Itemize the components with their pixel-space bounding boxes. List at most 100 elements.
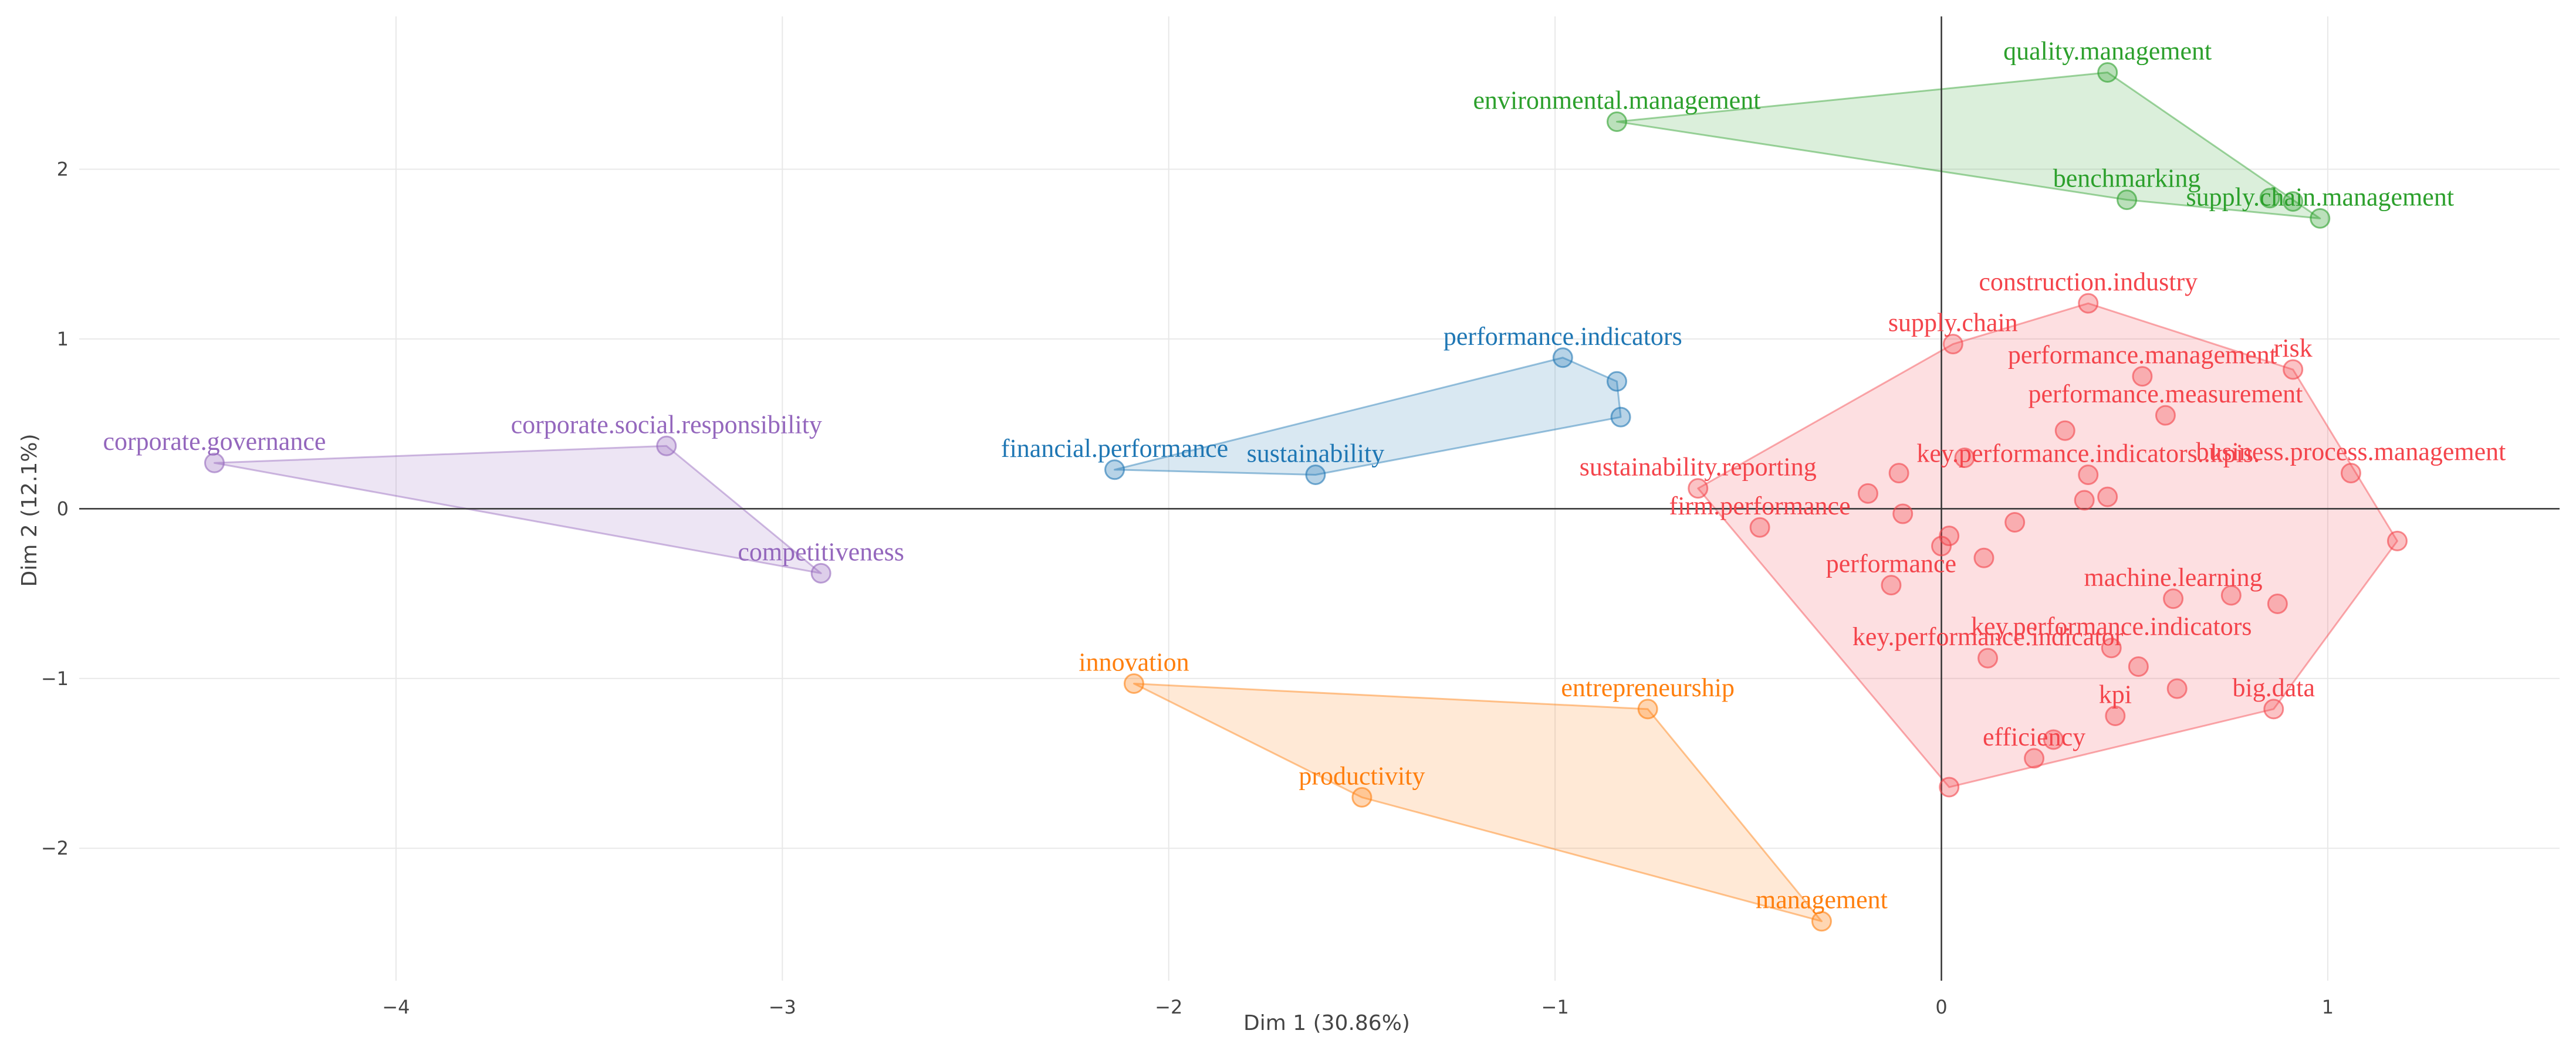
data-point (1749, 517, 1770, 538)
data-point (1973, 547, 1994, 568)
data-point (2166, 678, 2188, 699)
data-point (2220, 585, 2242, 606)
data-point (2128, 656, 2149, 677)
y-axis-title: Dim 2 (12.1%) (18, 433, 42, 587)
x-tick-label: −1 (1541, 996, 1569, 1018)
cluster-hull (1697, 302, 2398, 788)
point-label: corporate.governance (103, 427, 326, 456)
data-point (2074, 490, 2095, 511)
y-tick-label: 0 (57, 497, 69, 520)
y-tick-label: −1 (41, 667, 69, 690)
data-point (2097, 486, 2118, 507)
point-label: efficiency (1983, 723, 2085, 751)
data-point (2117, 189, 2138, 211)
data-point (204, 452, 225, 473)
data-point (2132, 366, 2153, 387)
point-label: financial.performance (1001, 434, 1228, 463)
data-point (656, 435, 677, 456)
point-label: risk (2274, 334, 2313, 362)
data-point (2004, 512, 2026, 533)
x-tick-label: 1 (2322, 996, 2334, 1018)
data-point (1351, 787, 1372, 808)
cluster-hull (213, 445, 822, 574)
data-point (1104, 459, 1125, 480)
y-tick-label: 2 (57, 158, 69, 180)
point-label: key.performance.indicators (1971, 612, 2252, 641)
data-point (1688, 478, 1709, 499)
zero-lines (79, 16, 2560, 981)
data-point (2155, 405, 2176, 426)
point-label: corporate.social.responsibility (511, 410, 822, 439)
point-label: sustainability (1247, 439, 1385, 467)
cluster-hull (1133, 682, 1823, 923)
data-point (1123, 673, 1144, 694)
point-label: sustainability.reporting (1580, 453, 1817, 482)
point-label: entrepreneurship (1561, 673, 1735, 702)
point-label: management (1756, 886, 1888, 914)
point-label: quality.management (2003, 37, 2212, 66)
data-point (2105, 705, 2126, 726)
x-tick-label: −2 (1155, 996, 1182, 1018)
data-point (1610, 406, 1631, 428)
point-label: key.performance.indicators..kpis. (1916, 439, 2260, 467)
data-point (1942, 334, 1963, 355)
point-label: big.data (2233, 673, 2315, 702)
data-point (1305, 464, 1326, 485)
data-point (1892, 503, 1914, 524)
point-label: construction.industry (1979, 267, 2198, 296)
data-point (2267, 593, 2288, 614)
point-labels: quality.management environmental.manageme… (103, 37, 2506, 914)
data-point (1606, 371, 1627, 392)
point-label: competitiveness (738, 537, 904, 566)
point-label: key.performance.indicator (1852, 622, 2124, 651)
data-point (2283, 191, 2304, 212)
data-point (1939, 526, 1960, 547)
data-point (2097, 62, 2118, 83)
data-point (1606, 111, 1627, 132)
point-label: machine.learning (2084, 563, 2262, 592)
point-label: performance.measurement (2028, 379, 2303, 408)
grid (79, 16, 2560, 981)
data-point (2163, 588, 2184, 609)
data-point (2024, 748, 2045, 769)
data-point (2283, 359, 2304, 380)
point-label: innovation (1079, 648, 1189, 676)
point-label: environmental.management (1473, 86, 1761, 114)
point-label: benchmarking (2053, 164, 2201, 193)
data-point (2054, 420, 2075, 441)
data-point (2259, 188, 2280, 209)
x-axis-title: Dim 1 (30.86%) (1243, 1011, 1410, 1035)
data-point (1939, 777, 1960, 798)
data-point (2078, 293, 2099, 314)
point-label: firm.performance (1669, 492, 1851, 520)
x-tick-label: 0 (1935, 996, 1947, 1018)
data-point (1552, 347, 1573, 368)
data-point (2310, 208, 2331, 229)
data-point (1954, 448, 1975, 469)
cluster-hulls (213, 72, 2398, 923)
data-point (2386, 530, 2408, 551)
point-label: business.process.management (2196, 438, 2506, 466)
point-label: performance (1826, 550, 1956, 578)
data-point (2263, 699, 2284, 720)
data-point (1811, 911, 1832, 932)
data-point (2101, 638, 2122, 659)
point-label: performance.management (2008, 341, 2277, 370)
point-label: kpi (2099, 680, 2132, 709)
data-point (2043, 729, 2064, 750)
data-point (1857, 483, 1878, 504)
x-tick-label: −4 (382, 996, 410, 1018)
tick-labels: −4 −3 −2 −1 0 1 −2 −1 0 1 2 (41, 158, 2334, 1018)
point-label: productivity (1299, 761, 1425, 790)
y-tick-label: 1 (57, 328, 69, 350)
cluster-hull (1114, 357, 1622, 476)
point-label: supply.chain.management (2186, 182, 2454, 211)
point-label: performance.indicators (1443, 322, 1682, 351)
point-label: supply.chain (1888, 309, 2018, 337)
data-point (1637, 699, 1658, 720)
cluster-hull (1615, 72, 2321, 219)
data-point (1881, 575, 1902, 596)
data-point (1888, 463, 1909, 484)
x-tick-label: −3 (769, 996, 796, 1018)
